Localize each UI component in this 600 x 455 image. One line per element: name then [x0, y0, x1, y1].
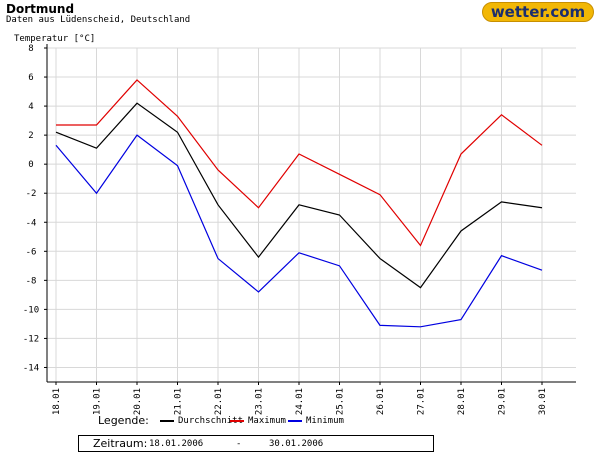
x-tick-label: 30.01	[538, 388, 548, 415]
legend-swatch-minimum	[288, 420, 302, 422]
legend-item-average: Durchschnitt	[160, 416, 243, 426]
y-tick-label: -4	[26, 218, 37, 228]
y-tick-label: 8	[28, 44, 33, 54]
x-tick-label: 20.01	[133, 388, 143, 415]
legend-swatch-average	[160, 420, 174, 422]
legend-text-maximum: Maximum	[248, 416, 286, 426]
legend-text-minimum: Minimum	[306, 416, 344, 426]
y-tick-label: -2	[26, 189, 37, 199]
period-end: 30.01.2006	[269, 439, 324, 449]
series-line-maximum	[56, 79, 543, 247]
period-box: Zeitraum: 18.01.2006 - 30.01.2006	[78, 435, 434, 452]
x-tick-label: 29.01	[498, 388, 508, 415]
x-tick-label: 18.01	[52, 388, 62, 415]
wetter-logo[interactable]: wetter.com	[482, 2, 594, 22]
y-tick-label: -10	[23, 305, 39, 315]
legend-swatch-maximum	[230, 420, 244, 422]
x-tick-label: 25.01	[336, 388, 346, 415]
y-tick-label: -12	[23, 334, 39, 344]
legend-item-minimum: Minimum	[288, 416, 344, 426]
page-subtitle: Daten aus Lüdenscheid, Deutschland	[6, 15, 191, 25]
x-tick-label: 27.01	[417, 388, 427, 415]
y-tick-label: -8	[26, 276, 37, 286]
y-tick-label: -14	[23, 363, 39, 373]
x-tick-label: 28.01	[457, 388, 467, 415]
series-line-durchschnitt	[55, 102, 543, 289]
x-tick-label: 22.01	[214, 388, 224, 415]
series-line-minimum	[55, 134, 543, 328]
x-tick-label: 21.01	[174, 388, 184, 415]
period-start: 18.01.2006	[149, 439, 204, 449]
legend-item-maximum: Maximum	[230, 416, 286, 426]
page-title: Dortmund	[6, 2, 75, 16]
x-tick-label: 24.01	[295, 388, 305, 415]
y-tick-label: 6	[28, 73, 33, 83]
plot-area	[47, 48, 576, 382]
y-tick-label: 0	[28, 160, 33, 170]
y-tick-label: -6	[26, 247, 37, 257]
y-axis-label: Temperatur [°C]	[14, 34, 96, 44]
x-tick-label: 26.01	[376, 388, 386, 415]
x-tick-label: 19.01	[93, 388, 103, 415]
period-separator: -	[236, 439, 242, 449]
legend-label: Legende:	[98, 414, 149, 427]
y-tick-label: 4	[28, 102, 33, 112]
x-tick-label: 23.01	[255, 388, 265, 415]
period-label: Zeitraum:	[93, 437, 148, 450]
legend-text-average: Durchschnitt	[178, 416, 244, 426]
y-tick-label: 2	[28, 131, 33, 141]
